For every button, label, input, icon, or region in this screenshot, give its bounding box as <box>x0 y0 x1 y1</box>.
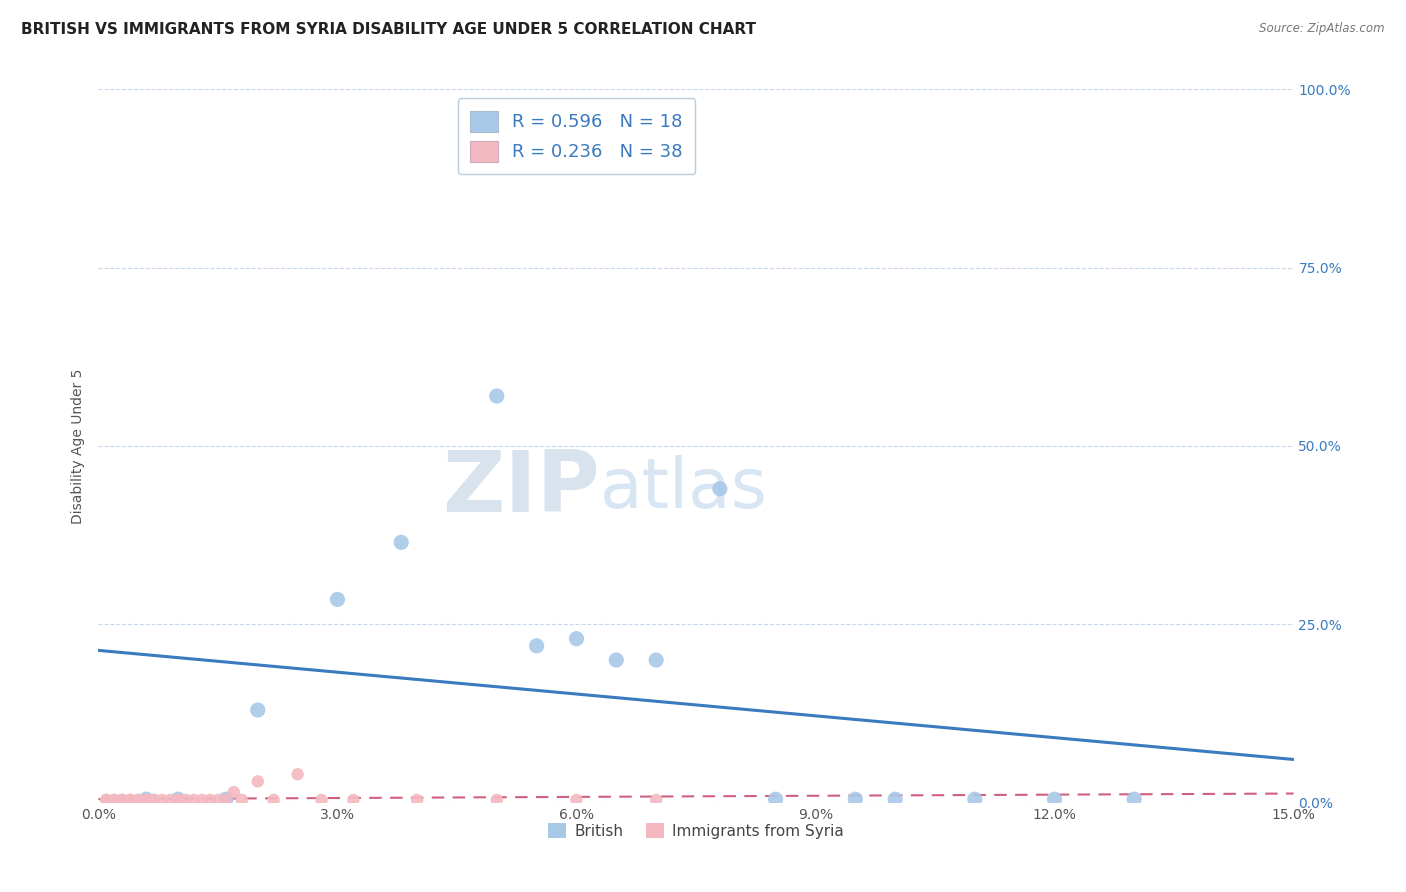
Point <box>406 793 429 807</box>
Text: atlas: atlas <box>600 455 768 523</box>
Point <box>143 793 166 807</box>
Point <box>167 793 190 807</box>
Point <box>263 793 285 807</box>
Point <box>135 793 157 807</box>
Point <box>342 793 364 807</box>
Point <box>167 793 190 807</box>
Point <box>111 793 134 807</box>
Point <box>135 792 157 806</box>
Text: Source: ZipAtlas.com: Source: ZipAtlas.com <box>1260 22 1385 36</box>
Point <box>311 793 333 807</box>
Point <box>765 792 787 806</box>
Point <box>111 793 134 807</box>
Point <box>1123 792 1146 806</box>
Point <box>246 703 269 717</box>
Point <box>215 793 238 807</box>
Point <box>709 482 731 496</box>
Point <box>963 792 986 806</box>
Point <box>127 793 149 807</box>
Point <box>135 793 157 807</box>
Text: ZIP: ZIP <box>443 447 600 531</box>
Point <box>565 632 588 646</box>
Point <box>143 793 166 807</box>
Point <box>174 793 197 807</box>
Point <box>565 793 588 807</box>
Point <box>287 767 309 781</box>
Legend: British, Immigrants from Syria: British, Immigrants from Syria <box>543 817 849 845</box>
Point <box>96 793 118 807</box>
Point <box>120 793 142 807</box>
Point <box>111 793 134 807</box>
Point <box>222 785 245 799</box>
Point <box>485 793 508 807</box>
Point <box>159 793 181 807</box>
Point <box>246 774 269 789</box>
Point <box>605 653 627 667</box>
Point <box>231 793 253 807</box>
Point <box>645 653 668 667</box>
Point <box>389 535 412 549</box>
Point <box>191 793 214 807</box>
Point <box>326 592 349 607</box>
Point <box>103 793 125 807</box>
Point <box>120 793 142 807</box>
Point <box>207 793 229 807</box>
Point <box>485 389 508 403</box>
Point <box>215 792 238 806</box>
Point <box>127 793 149 807</box>
Text: BRITISH VS IMMIGRANTS FROM SYRIA DISABILITY AGE UNDER 5 CORRELATION CHART: BRITISH VS IMMIGRANTS FROM SYRIA DISABIL… <box>21 22 756 37</box>
Point <box>198 793 221 807</box>
Point <box>96 793 118 807</box>
Point <box>884 792 907 806</box>
Point <box>135 793 157 807</box>
Y-axis label: Disability Age Under 5: Disability Age Under 5 <box>70 368 84 524</box>
Point <box>645 793 668 807</box>
Point <box>103 793 125 807</box>
Point <box>1043 792 1066 806</box>
Point <box>526 639 548 653</box>
Point <box>183 793 205 807</box>
Point <box>150 793 173 807</box>
Point <box>167 792 190 806</box>
Point <box>844 792 866 806</box>
Point <box>120 793 142 807</box>
